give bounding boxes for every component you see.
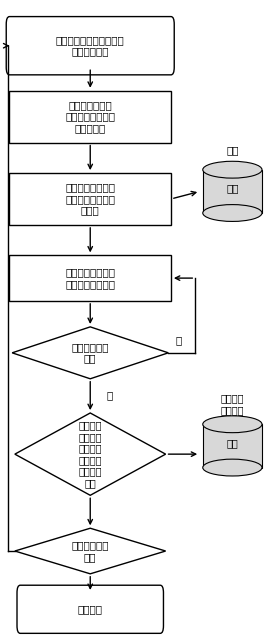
Text: 启动分析仪，测量
水含量及氢同位素: 启动分析仪，测量 水含量及氢同位素 [65, 267, 115, 289]
Ellipse shape [203, 416, 262, 432]
Polygon shape [15, 529, 166, 574]
Text: 进行下一区域
测量: 进行下一区域 测量 [72, 540, 109, 562]
Text: 存储: 存储 [226, 183, 239, 193]
Bar [10, 91, 171, 142]
Ellipse shape [203, 205, 262, 221]
Text: 着陆平台降落在待测区域
仪器开机自检: 着陆平台降落在待测区域 仪器开机自检 [56, 35, 125, 57]
Text: 分析结束: 分析结束 [78, 604, 103, 614]
Bar [203, 424, 262, 467]
Text: 是: 是 [106, 391, 113, 400]
Ellipse shape [203, 459, 262, 476]
Bar [10, 173, 171, 225]
Text: 移动水冰提取装
置，利用传动机构
插入月壤中: 移动水冰提取装 置，利用传动机构 插入月壤中 [65, 100, 115, 133]
Text: 温度: 温度 [226, 145, 239, 155]
Ellipse shape [203, 162, 262, 178]
FancyBboxPatch shape [6, 17, 174, 75]
FancyBboxPatch shape [17, 585, 163, 633]
Text: 存储: 存储 [227, 438, 238, 448]
Polygon shape [12, 327, 168, 379]
Text: 水含量及
氢同位素: 水含量及 氢同位素 [221, 394, 244, 415]
Polygon shape [15, 413, 166, 495]
Text: 否: 否 [175, 335, 181, 345]
Text: 温度达到设定
温度: 温度达到设定 温度 [72, 342, 109, 364]
Bar [10, 255, 171, 301]
Text: 降温，收
回水冰提
取装置，
完成本该
区域分析
流程: 降温，收 回水冰提 取装置， 完成本该 区域分析 流程 [79, 420, 102, 488]
Bar [203, 170, 262, 213]
Text: 水冰提取装置加载
工作电流，记录加
热温度: 水冰提取装置加载 工作电流，记录加 热温度 [65, 183, 115, 216]
